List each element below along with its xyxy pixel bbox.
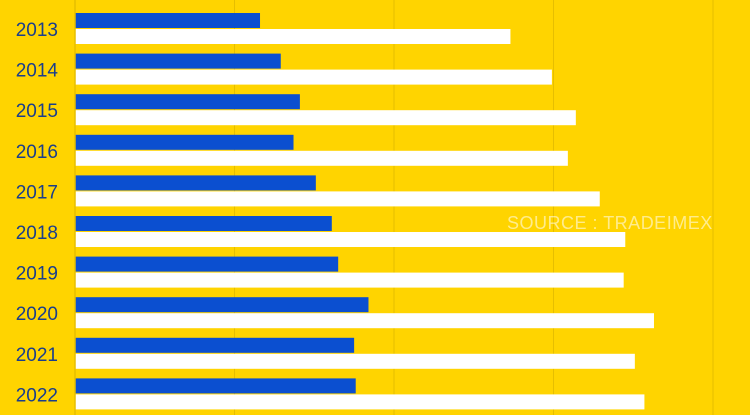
year-label-2018: 2018 <box>16 223 58 244</box>
bar-2015-series-1 <box>75 110 576 126</box>
year-label-2017: 2017 <box>16 182 58 203</box>
bar-2016-series-0 <box>75 134 294 150</box>
source-watermark: SOURCE : TRADEIMEX <box>507 213 713 233</box>
bar-2020-series-0 <box>75 297 369 313</box>
bar-2013-series-1 <box>75 29 511 44</box>
bars <box>75 13 654 410</box>
bar-2021-series-0 <box>75 337 355 353</box>
bar-2022-series-1 <box>75 394 645 410</box>
bar-2017-series-0 <box>75 175 316 191</box>
bar-2021-series-1 <box>75 353 635 369</box>
bar-2020-series-1 <box>75 313 654 329</box>
year-label-2020: 2020 <box>16 304 58 325</box>
year-label-2015: 2015 <box>16 101 58 122</box>
year-label-2021: 2021 <box>16 345 58 366</box>
bar-2018-series-0 <box>75 216 332 231</box>
year-label-2013: 2013 <box>16 20 58 41</box>
bar-2014-series-1 <box>75 69 552 85</box>
bar-2014-series-0 <box>75 53 281 69</box>
bar-2016-series-1 <box>75 150 568 166</box>
year-label-2014: 2014 <box>16 61 59 82</box>
year-labels: 2013 2014 2015 2016 2017 2018 2019 2020 2021 2022 <box>16 20 59 406</box>
year-label-2016: 2016 <box>16 142 58 163</box>
bar-2015-series-0 <box>75 94 300 110</box>
bar-2019-series-1 <box>75 272 624 288</box>
bar-2022-series-0 <box>75 378 356 394</box>
year-label-2019: 2019 <box>16 264 58 285</box>
bar-2013-series-0 <box>75 13 261 28</box>
bar-2019-series-0 <box>75 256 339 272</box>
bar-2018-series-1 <box>75 232 626 247</box>
year-label-2022: 2022 <box>16 385 58 406</box>
bar-2017-series-1 <box>75 191 600 207</box>
